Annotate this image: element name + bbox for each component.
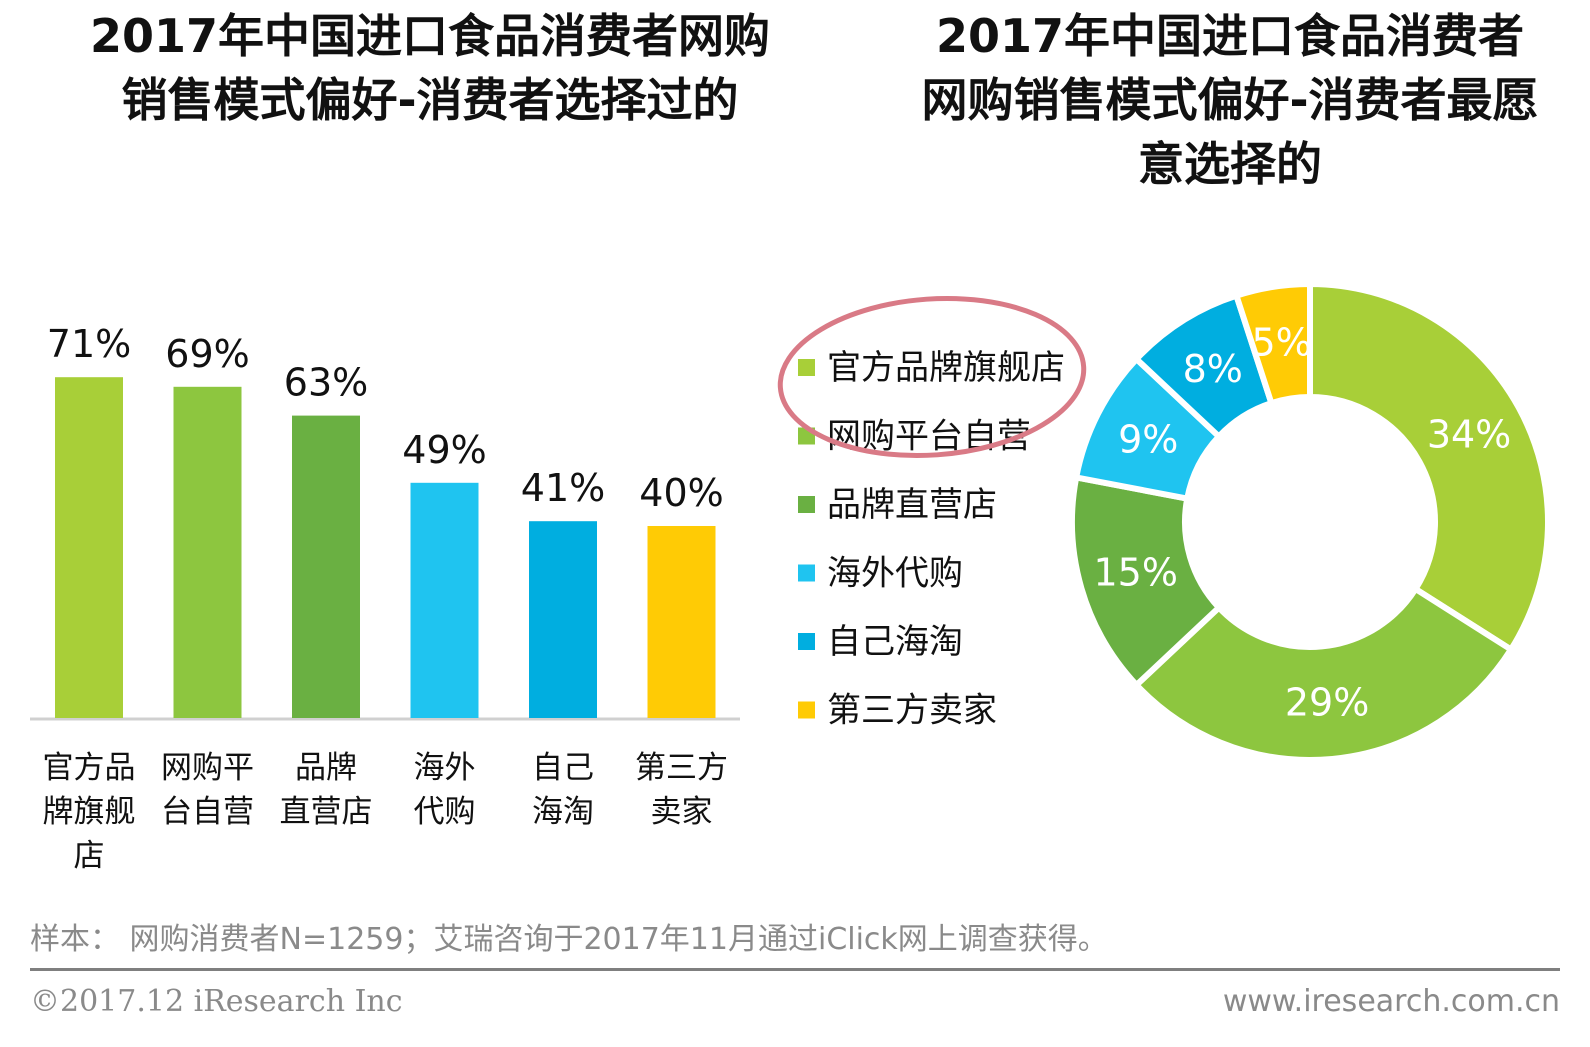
donut-slice [1232,280,1313,407]
bar [647,526,716,718]
legend-label: 第三方卖家 [827,691,997,731]
legend-swatch [798,701,815,719]
donut-value-label: 9% [1118,418,1178,462]
legend-swatch [798,564,815,582]
bar [410,482,479,718]
x-tick-label: 店 [74,838,105,874]
bar-value-label: 69% [165,332,249,376]
legend-label: 自己海淘 [827,622,963,662]
x-tick-label: 第三方 [635,750,728,786]
bar-value-label: 49% [402,428,486,472]
bar-value-label: 71% [47,322,131,366]
legend-label: 海外代购 [827,554,963,594]
legend-label: 官方品牌旗舰店 [827,348,1065,388]
x-tick-label: 海淘 [532,794,594,830]
copyright: ©2017.12 iResearch Inc [30,984,403,1019]
right-title-line-1: 2017年中国进口食品消费者 [935,9,1525,63]
x-tick-label: 卖家 [651,794,713,830]
donut-value-label: 34% [1427,413,1511,457]
x-tick-label: 海外 [414,750,476,786]
left-chart-title: 2017年中国进口食品消费者网购 销售模式偏好-消费者选择过的 [30,4,830,132]
x-tick-label: 台自营 [161,794,254,830]
donut-value-label: 15% [1093,551,1177,595]
x-tick-label: 自己 [532,750,594,786]
legend-highlight-circle [777,295,1087,459]
bar-value-label: 63% [284,361,368,405]
donut-value-label: 29% [1285,681,1369,725]
x-tick-label: 官方品 [43,750,136,786]
bar [529,521,597,718]
x-tick-label: 代购 [414,794,476,830]
x-tick-label: 网购平 [161,750,254,786]
right-title-line-2: 网购销售模式偏好-消费者最愿 [921,73,1539,127]
bar-chart: 71% 官方品牌旗舰店 69% 网购平台自营 63% 品牌直营店 49% 海外代购 41% 自己海… [30,322,740,874]
legend-swatch [798,496,815,513]
website-link[interactable]: www.iresearch.com.cn [1222,984,1560,1019]
right-title-line-3: 意选择的 [1138,137,1322,191]
donut-slice [1069,473,1224,690]
donut-slice [1132,584,1516,763]
x-tick-label: 品牌 [295,750,357,786]
bar [55,377,123,718]
x-tick-label: 牌旗舰 [43,794,136,830]
left-title-line-1: 2017年中国进口食品消费者网购 [89,9,771,63]
bar [173,386,242,718]
donut-slice [1307,280,1551,654]
bar-value-label: 41% [521,466,605,510]
legend-swatch [798,633,815,650]
donut-chart: 34% 29% 15% 9%8%5% [1069,280,1551,763]
footer-divider [30,968,1560,971]
bar-value-label: 40% [639,471,723,515]
sample-footnote: 样本： 网购消费者N=1259；艾瑞咨询于2017年11月通过iClick网上调… [30,922,1108,957]
right-chart-title: 2017年中国进口食品消费者 网购销售模式偏好-消费者最愿 意选择的 [880,4,1580,196]
left-title-line-2: 销售模式偏好-消费者选择过的 [121,73,739,127]
x-tick-label: 直营店 [280,794,373,830]
legend-swatch [798,359,815,376]
bar [292,415,360,718]
legend-label: 品牌直营店 [827,485,997,525]
donut-value-label: 5% [1251,321,1311,365]
donut-value-label: 8% [1183,347,1243,391]
